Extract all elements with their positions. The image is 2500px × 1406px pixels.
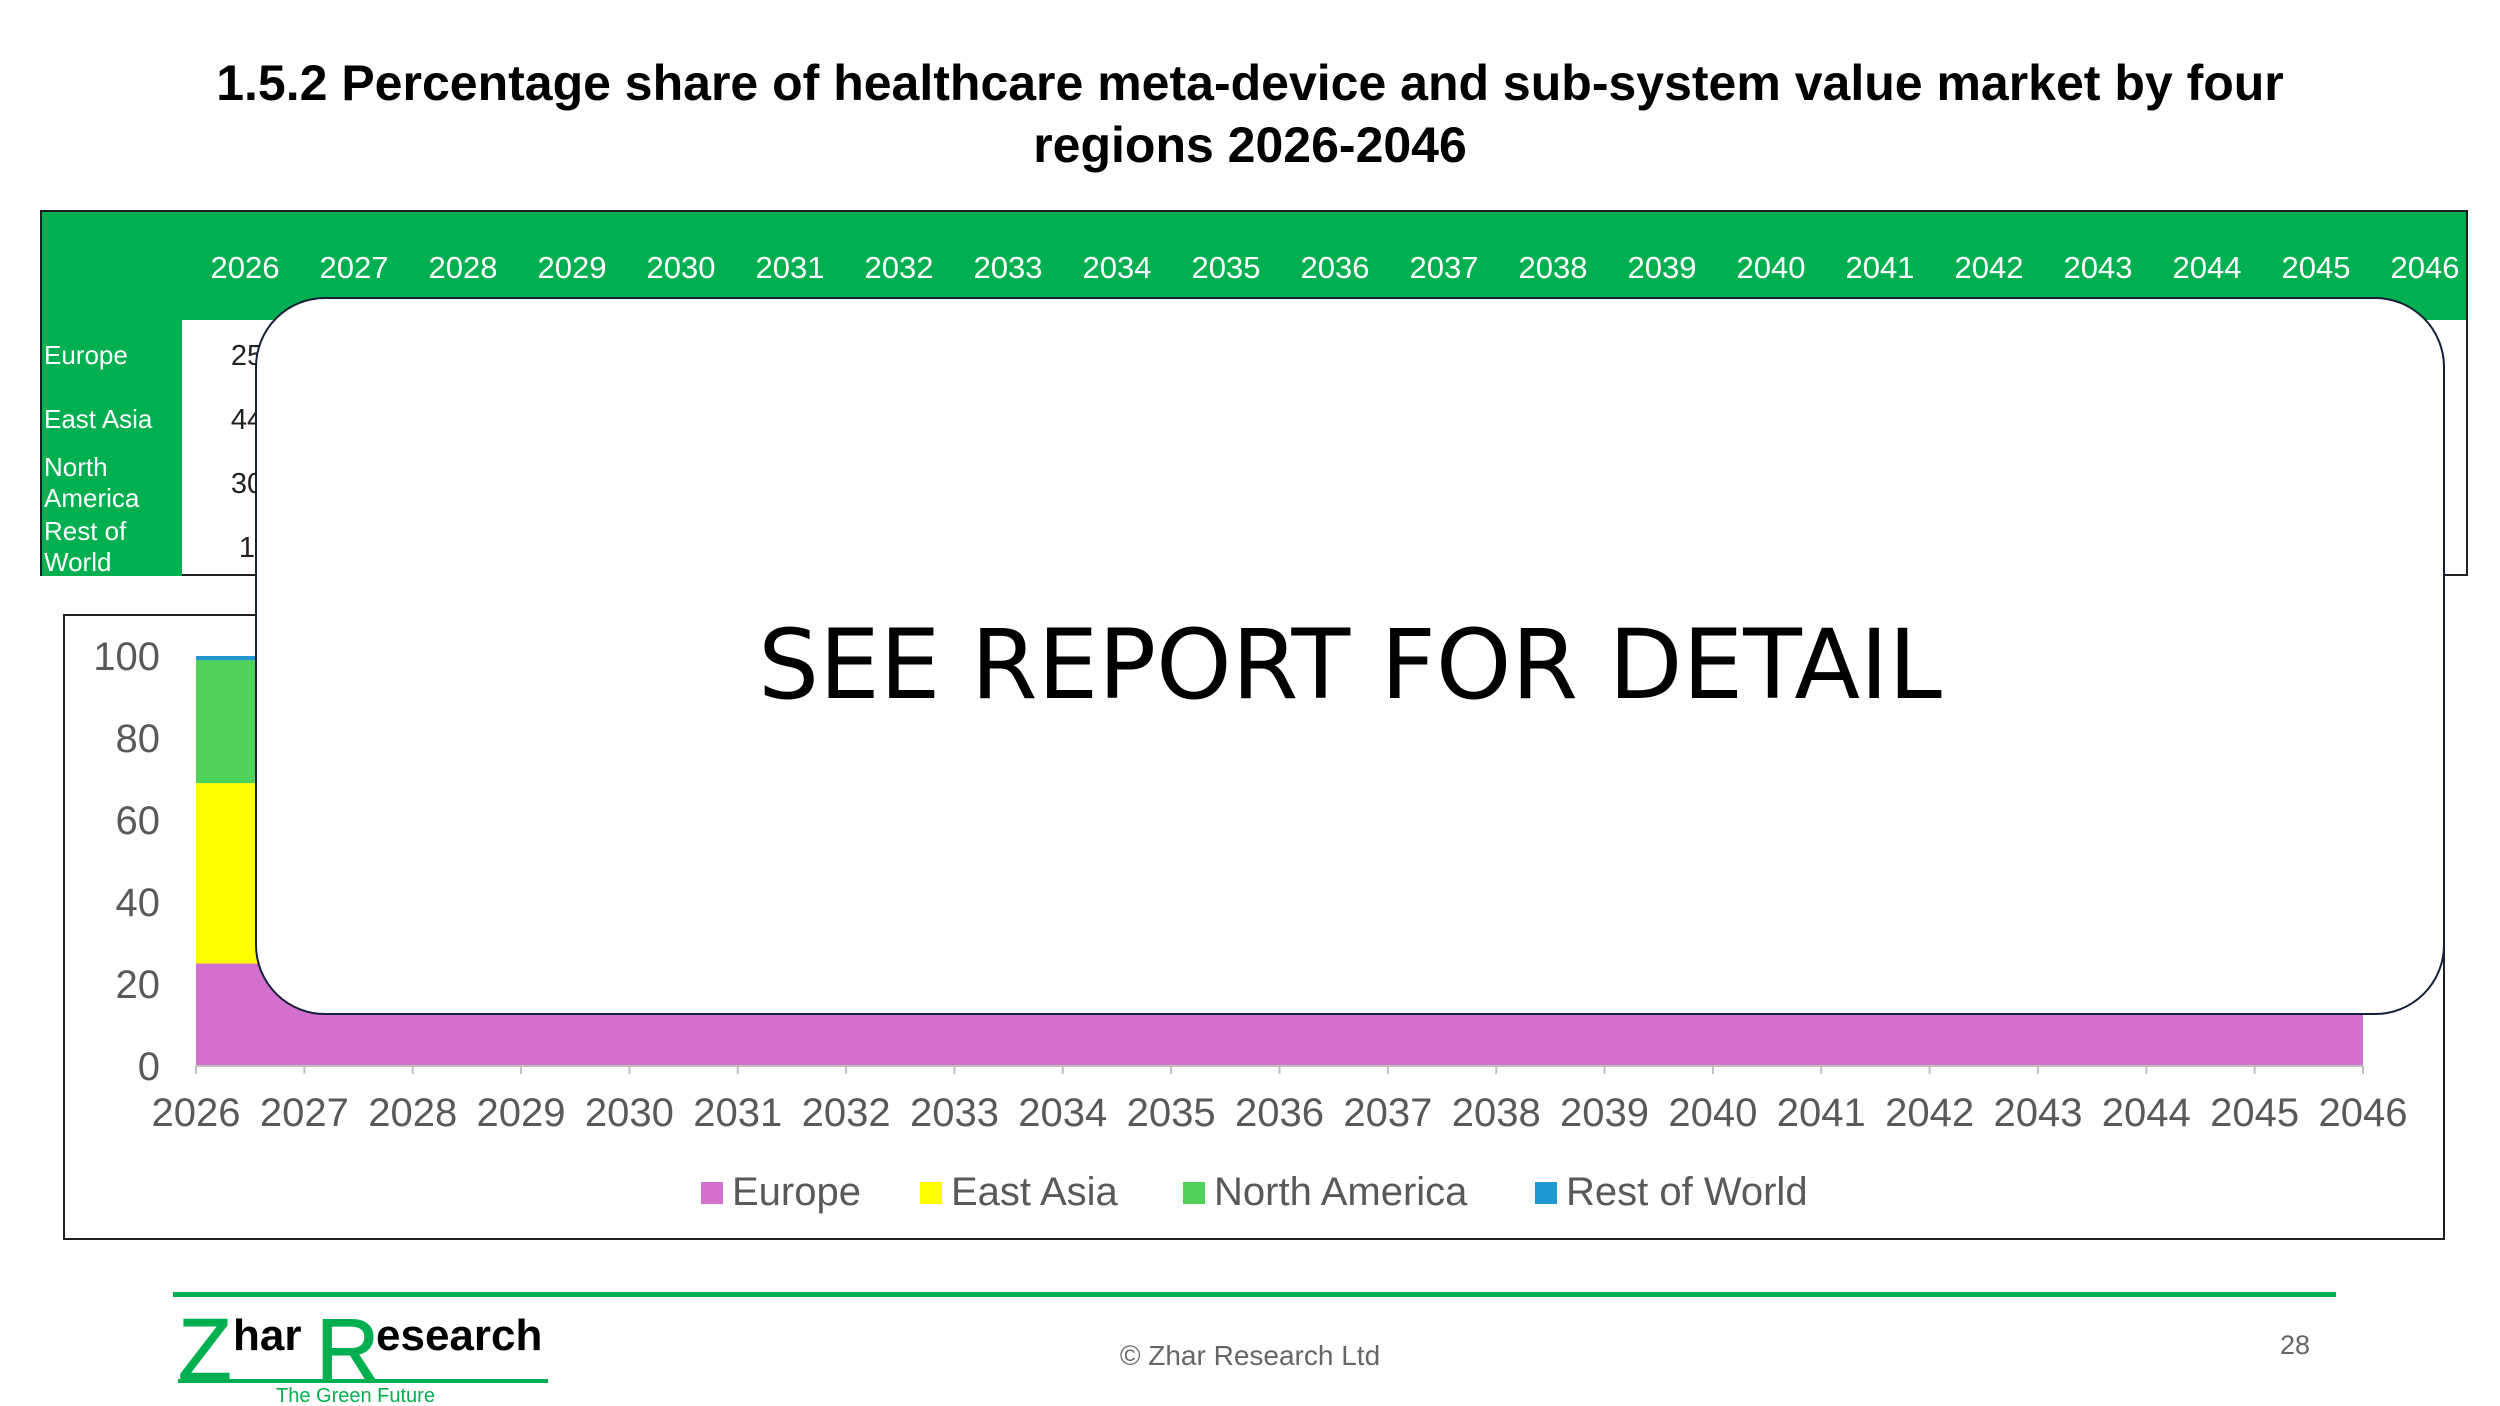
copyright-text: © Zhar Research Ltd <box>1119 1340 1381 1371</box>
x-tick-label: 2039 <box>1560 1091 1649 1135</box>
table-year-2041: 2041 <box>1845 250 1915 285</box>
table-year-2045: 2045 <box>2281 250 2351 285</box>
table-year-2030: 2030 <box>646 250 716 285</box>
row-label-north-america: North America <box>44 452 140 513</box>
y-tick-label: 80 <box>116 717 161 761</box>
table-year-2037: 2037 <box>1409 250 1479 285</box>
overlay-message: SEE REPORT FOR DETAIL <box>758 609 1942 721</box>
x-tick-label: 2027 <box>260 1091 349 1135</box>
page-number: 28 <box>2280 1330 2311 1360</box>
page-title: 1.5.2 Percentage share of healthcare met… <box>216 55 2284 173</box>
footer-divider <box>173 1292 2336 1297</box>
table-year-2043: 2043 <box>2063 250 2133 285</box>
legend-label: North America <box>1214 1170 1468 1214</box>
legend-swatch <box>1183 1182 1205 1204</box>
y-tick-label: 0 <box>138 1045 160 1089</box>
x-tick-label: 2035 <box>1127 1091 1216 1135</box>
cell-rest-of-world-2026: 1 <box>238 532 256 564</box>
x-tick-label: 2037 <box>1343 1091 1432 1135</box>
y-tick-label: 20 <box>116 963 161 1007</box>
row-label-europe: Europe <box>44 340 128 370</box>
zhar-research-logo: Z har R esearch The Green Future <box>178 1300 548 1405</box>
table-year-2044: 2044 <box>2172 250 2242 285</box>
legend-label: Rest of World <box>1566 1170 1808 1214</box>
legend-swatch <box>1535 1182 1557 1204</box>
table-year-2038: 2038 <box>1518 250 1588 285</box>
table-year-2035: 2035 <box>1191 250 1261 285</box>
x-tick-label: 2041 <box>1777 1091 1866 1135</box>
table-year-2033: 2033 <box>973 250 1043 285</box>
x-tick-label: 2040 <box>1668 1091 1757 1135</box>
svg-text:har: har <box>233 1311 301 1360</box>
table-year-2027: 2027 <box>319 250 389 285</box>
x-tick-label: 2038 <box>1452 1091 1541 1135</box>
row-label-rest-of-world: Rest of World <box>44 516 127 577</box>
row-label-column <box>42 320 182 576</box>
legend-swatch <box>701 1182 723 1204</box>
redaction-overlay: SEE REPORT FOR DETAIL <box>255 297 2445 1015</box>
legend-label: East Asia <box>951 1170 1119 1214</box>
x-tick-label: 2034 <box>1018 1091 1107 1135</box>
y-tick-label: 40 <box>116 881 161 925</box>
table-year-2031: 2031 <box>755 250 825 285</box>
table-year-2036: 2036 <box>1300 250 1370 285</box>
table-year-2032: 2032 <box>864 250 934 285</box>
x-tick-label: 2042 <box>1885 1091 1974 1135</box>
svg-text:The Green Future: The Green Future <box>276 1385 435 1405</box>
x-tick-label: 2043 <box>1993 1091 2082 1135</box>
table-year-2029: 2029 <box>537 250 607 285</box>
legend-label: Europe <box>732 1170 861 1214</box>
y-tick-label: 60 <box>116 799 161 843</box>
row-label-east-asia: East Asia <box>44 404 153 434</box>
table-year-2026: 2026 <box>210 250 280 285</box>
table-year-2034: 2034 <box>1082 250 1152 285</box>
x-tick-label: 2032 <box>802 1091 891 1135</box>
table-year-2042: 2042 <box>1954 250 2024 285</box>
legend-swatch <box>920 1182 942 1204</box>
x-tick-label: 2030 <box>585 1091 674 1135</box>
y-tick-label: 100 <box>93 635 160 679</box>
table-year-2040: 2040 <box>1736 250 1806 285</box>
x-tick-label: 2026 <box>152 1091 241 1135</box>
table-year-2046: 2046 <box>2390 250 2460 285</box>
x-tick-label: 2046 <box>2319 1091 2408 1135</box>
x-tick-label: 2028 <box>368 1091 457 1135</box>
table-year-2028: 2028 <box>428 250 498 285</box>
x-tick-label: 2036 <box>1235 1091 1324 1135</box>
x-tick-label: 2033 <box>910 1091 999 1135</box>
table-year-2039: 2039 <box>1627 250 1697 285</box>
x-tick-label: 2029 <box>477 1091 566 1135</box>
x-tick-label: 2031 <box>693 1091 782 1135</box>
svg-text:esearch: esearch <box>376 1311 542 1360</box>
x-tick-label: 2044 <box>2102 1091 2191 1135</box>
x-tick-label: 2045 <box>2210 1091 2299 1135</box>
